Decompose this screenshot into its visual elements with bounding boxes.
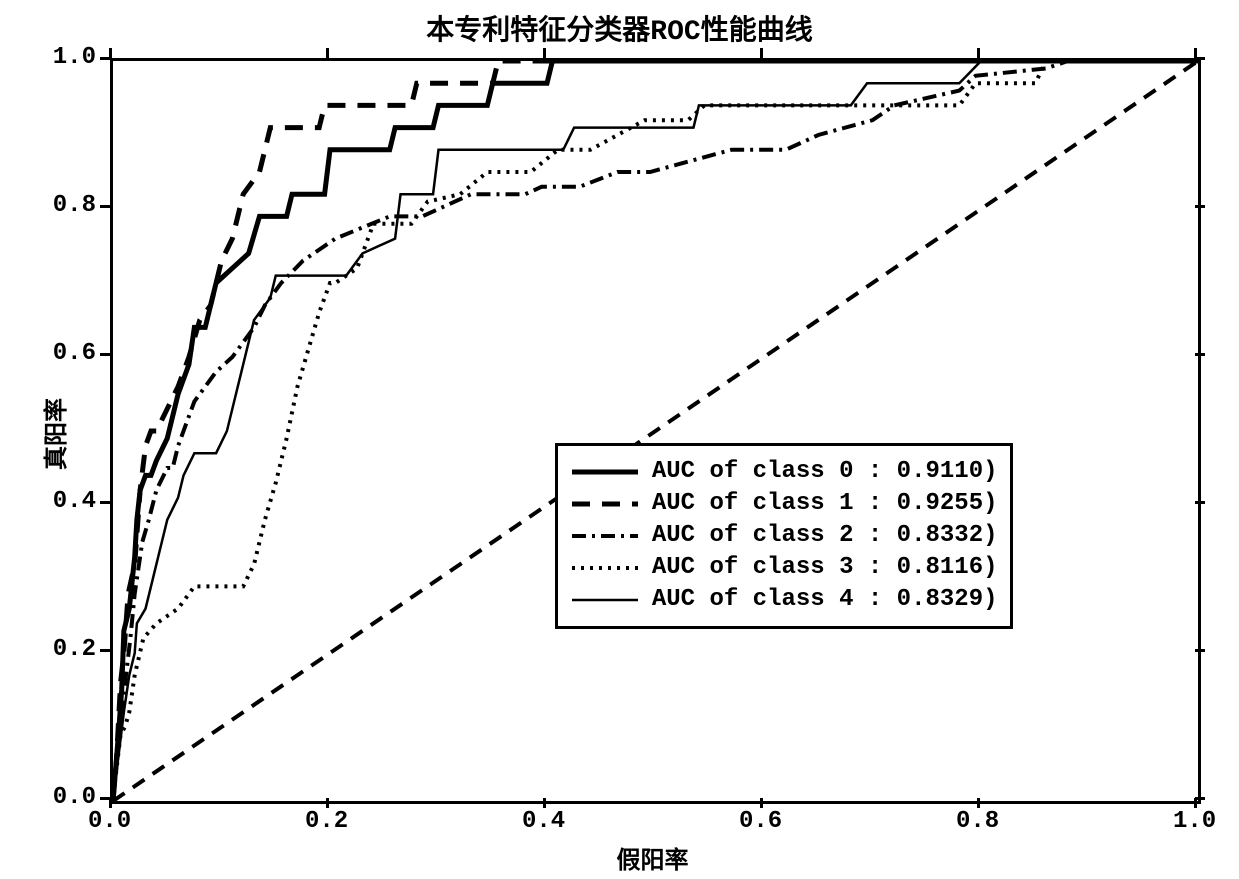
ytick-mark: [100, 57, 110, 60]
xtick-label: 0.2: [305, 808, 348, 835]
ytick-mark: [1195, 205, 1205, 208]
ytick-mark: [1195, 501, 1205, 504]
xtick-mark: [326, 798, 329, 808]
ytick-mark: [100, 353, 110, 356]
ytick-mark: [100, 205, 110, 208]
legend-swatch-class0: [570, 458, 640, 486]
legend-swatch-class1: [570, 490, 640, 518]
ytick-mark: [100, 501, 110, 504]
ytick-mark: [1195, 797, 1205, 800]
xtick-label: 0.6: [739, 808, 782, 835]
ytick-mark: [1195, 353, 1205, 356]
xtick-mark: [543, 798, 546, 808]
legend-row-class1: AUC of class 1 : 0.9255): [570, 490, 998, 518]
ytick-label: 0.4: [53, 488, 96, 515]
xtick-label: 0.8: [956, 808, 999, 835]
xtick-label: 0.4: [522, 808, 565, 835]
xtick-mark: [326, 48, 329, 58]
ytick-mark: [1195, 649, 1205, 652]
legend-row-class3: AUC of class 3 : 0.8116): [570, 554, 998, 582]
roc-chart: 本专利特征分类器ROC性能曲线 真阳率 假阳率 AUC of class 0 :…: [0, 0, 1239, 879]
legend-label-class4: AUC of class 4 : 0.8329): [652, 586, 998, 613]
y-axis-label: 真阳率: [36, 398, 72, 470]
plot-area: [110, 58, 1201, 804]
legend-swatch-class2: [570, 522, 640, 550]
legend-label-class2: AUC of class 2 : 0.8332): [652, 522, 998, 549]
ytick-label: 1.0: [53, 44, 96, 71]
ytick-label: 0.6: [53, 340, 96, 367]
legend: AUC of class 0 : 0.9110) AUC of class 1 :…: [555, 443, 1013, 629]
x-axis-label: 假阳率: [110, 840, 1195, 876]
ytick-label: 0.8: [53, 192, 96, 219]
legend-row-class2: AUC of class 2 : 0.8332): [570, 522, 998, 550]
xtick-mark: [977, 798, 980, 808]
xtick-mark: [760, 48, 763, 58]
ytick-mark: [1195, 57, 1205, 60]
legend-label-class0: AUC of class 0 : 0.9110): [652, 458, 998, 485]
legend-row-class4: AUC of class 4 : 0.8329): [570, 586, 998, 614]
ytick-mark: [100, 649, 110, 652]
xtick-mark: [760, 798, 763, 808]
plot-svg: [113, 61, 1198, 801]
xtick-mark: [543, 48, 546, 58]
legend-label-class1: AUC of class 1 : 0.9255): [652, 490, 998, 517]
ytick-mark: [100, 797, 110, 800]
xtick-label: 0.0: [88, 808, 131, 835]
xtick-label: 1.0: [1173, 808, 1216, 835]
ytick-label: 0.2: [53, 636, 96, 663]
xtick-mark: [977, 48, 980, 58]
ytick-label: 0.0: [53, 784, 96, 811]
chart-title: 本专利特征分类器ROC性能曲线: [0, 8, 1239, 48]
legend-swatch-class4: [570, 586, 640, 614]
legend-swatch-class3: [570, 554, 640, 582]
legend-row-class0: AUC of class 0 : 0.9110): [570, 458, 998, 486]
legend-label-class3: AUC of class 3 : 0.8116): [652, 554, 998, 581]
